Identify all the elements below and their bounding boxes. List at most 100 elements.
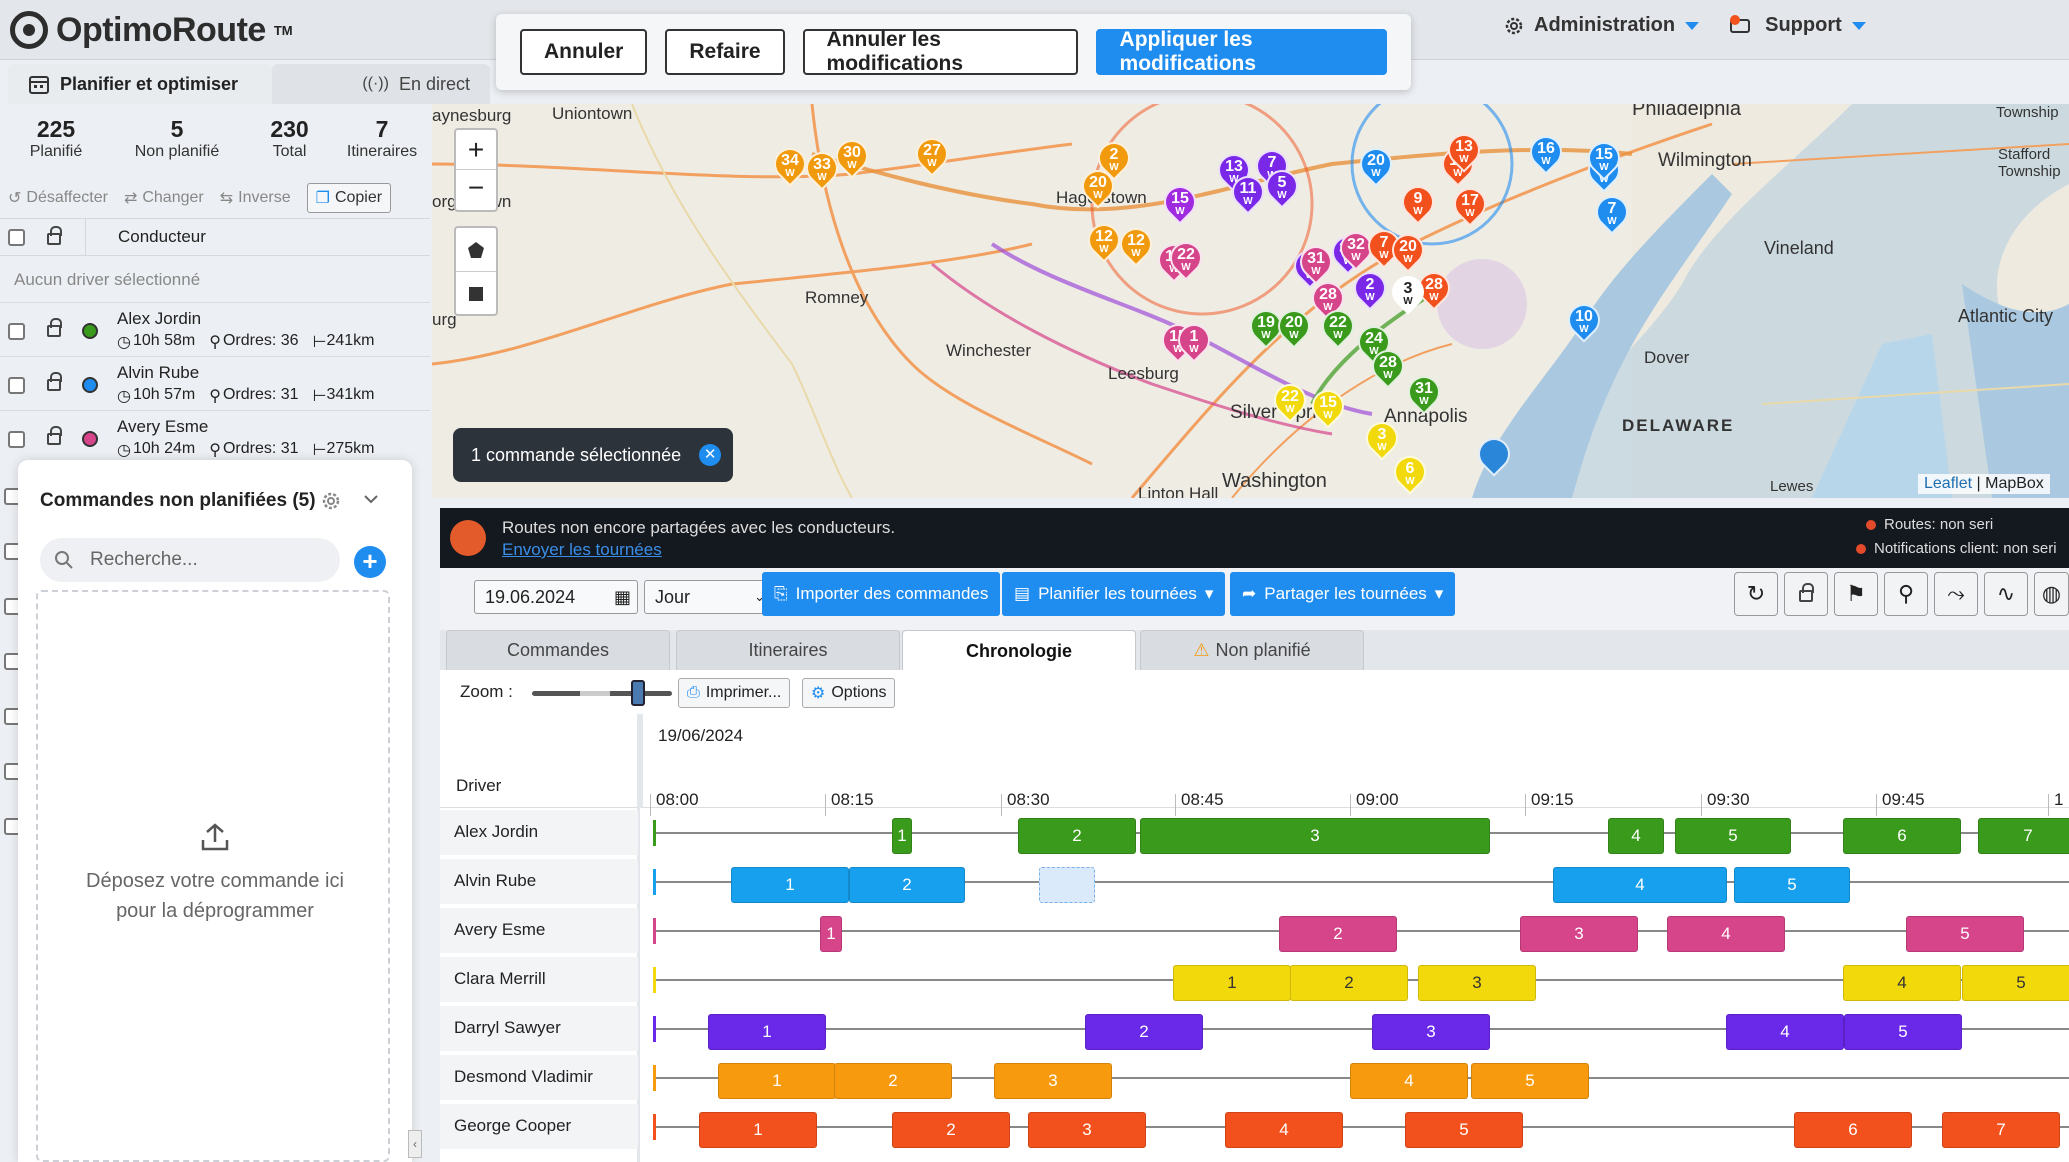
order-block[interactable]: 3 bbox=[994, 1063, 1112, 1099]
map-pin[interactable]: 28 W bbox=[1305, 275, 1351, 324]
zoom-out-button[interactable]: − bbox=[467, 172, 485, 203]
order-block[interactable]: 5 bbox=[1962, 965, 2069, 1001]
map-pin[interactable]: 22 W bbox=[1315, 303, 1361, 352]
driver-checkbox[interactable] bbox=[8, 431, 25, 448]
order-block[interactable]: 3 bbox=[1418, 965, 1536, 1001]
zoom-slider-handle[interactable] bbox=[631, 680, 645, 706]
selected-location-pin[interactable] bbox=[1471, 431, 1517, 480]
share-routes-button[interactable]: ➦ Partager les tournées ▾ bbox=[1230, 572, 1456, 616]
change-button[interactable]: ⇄ Changer bbox=[124, 188, 204, 208]
driver-row[interactable]: Alex Jordin ◷ 10h 58m ⚲ Ordres: 36 ⊢ 241km bbox=[0, 302, 430, 356]
order-block[interactable]: 5 bbox=[1906, 916, 2024, 952]
order-block[interactable]: 5 bbox=[1471, 1063, 1589, 1099]
tab-unplanned[interactable]: ⚠ Non planifié bbox=[1140, 630, 1364, 670]
cancel-changes-button[interactable]: Annuler les modifications bbox=[802, 28, 1078, 75]
order-block[interactable]: 1 bbox=[892, 818, 912, 854]
driver-checkbox[interactable] bbox=[8, 377, 25, 394]
order-block[interactable]: 1 bbox=[731, 867, 849, 903]
order-block[interactable]: 1 bbox=[820, 916, 842, 952]
search-input[interactable]: Recherche... bbox=[40, 538, 340, 582]
order-block[interactable]: 6 bbox=[1794, 1112, 1912, 1148]
map-pin[interactable]: 27 W bbox=[909, 131, 955, 180]
path-button[interactable]: ∿ bbox=[1984, 572, 2028, 616]
route-button[interactable]: ⤳ bbox=[1934, 572, 1978, 616]
import-orders-button[interactable]: ⎘ Importer des commandes bbox=[762, 572, 1001, 616]
location-button[interactable]: ⚲ bbox=[1884, 572, 1928, 616]
tab-live[interactable]: ((·)) En direct bbox=[272, 64, 490, 104]
options-button[interactable]: ⚙ Options bbox=[802, 678, 896, 708]
order-block[interactable]: 2 bbox=[1018, 818, 1136, 854]
tab-timeline[interactable]: Chronologie bbox=[902, 630, 1136, 672]
mapbox-link[interactable]: MapBox bbox=[1985, 475, 2044, 492]
order-block[interactable]: 5 bbox=[1675, 818, 1791, 854]
order-block[interactable]: 4 bbox=[1225, 1112, 1343, 1148]
map-pin[interactable]: 30 W bbox=[829, 133, 875, 182]
administration-menu[interactable]: Administration bbox=[1504, 14, 1700, 37]
map-pin[interactable]: 32 W bbox=[1333, 225, 1379, 274]
order-block[interactable]: 4 bbox=[1667, 916, 1785, 952]
order-block[interactable]: 3 bbox=[1520, 916, 1638, 952]
order-block[interactable]: 2 bbox=[1085, 1014, 1203, 1050]
order-block[interactable]: 4 bbox=[1726, 1014, 1844, 1050]
order-block[interactable]: 1 bbox=[1173, 965, 1291, 1001]
send-routes-link[interactable]: Envoyer les tournées bbox=[502, 540, 662, 559]
copy-button[interactable]: ❐ Copier bbox=[306, 183, 392, 213]
globe-button[interactable]: ◍ bbox=[2034, 572, 2069, 616]
order-block[interactable]: 2 bbox=[1290, 965, 1408, 1001]
leaflet-link[interactable]: Leaflet bbox=[1924, 475, 1973, 492]
refresh-button[interactable]: ↻ bbox=[1734, 572, 1778, 616]
map-pin[interactable]: 28 W bbox=[1411, 265, 1457, 314]
tab-routes[interactable]: Itineraires bbox=[676, 630, 900, 670]
map-pin[interactable]: 24 W bbox=[1351, 319, 1397, 368]
driver-row[interactable]: Avery Esme ◷ 10h 24m ⚲ Ordres: 31 ⊢ 275km bbox=[0, 410, 430, 464]
order-block[interactable]: 2 bbox=[849, 867, 965, 903]
map-pin[interactable]: 20 W bbox=[1385, 227, 1431, 276]
driver-checkbox[interactable] bbox=[8, 323, 25, 340]
support-menu[interactable]: Support bbox=[1729, 14, 1866, 37]
map-pin[interactable]: 20 W bbox=[1271, 303, 1317, 352]
date-picker[interactable]: 19.06.2024 ▦ bbox=[474, 580, 638, 614]
lock-icon[interactable] bbox=[47, 372, 62, 391]
order-block[interactable]: 2 bbox=[892, 1112, 1010, 1148]
select-all-checkbox[interactable] bbox=[8, 228, 25, 246]
map-pin[interactable]: 22 W bbox=[1267, 377, 1313, 426]
lock-icon[interactable] bbox=[47, 426, 62, 445]
apply-changes-button[interactable]: Appliquer les modifications bbox=[1095, 28, 1387, 75]
tab-orders[interactable]: Commandes bbox=[446, 630, 670, 670]
period-select[interactable]: Jour ⌄ bbox=[644, 580, 772, 614]
lock-icon[interactable] bbox=[47, 318, 62, 337]
order-block[interactable]: 4 bbox=[1608, 818, 1664, 854]
map-pin[interactable]: 13 W bbox=[1211, 147, 1257, 196]
map-pin[interactable]: 28 W bbox=[1365, 343, 1411, 392]
order-block[interactable]: 5 bbox=[1734, 867, 1850, 903]
map-pin[interactable]: 20 W bbox=[1075, 163, 1121, 212]
reverse-button[interactable]: ⇆ Inverse bbox=[220, 188, 291, 208]
order-block[interactable]: 4 bbox=[1553, 867, 1727, 903]
map-pin[interactable]: 22 W bbox=[1163, 235, 1209, 284]
map-pin[interactable]: 19 W bbox=[1243, 303, 1289, 352]
order-block[interactable]: 2 bbox=[1279, 916, 1397, 952]
zoom-in-button[interactable]: + bbox=[456, 130, 496, 170]
undo-button[interactable]: Annuler bbox=[520, 29, 648, 75]
map-pin[interactable]: 31 W bbox=[1293, 239, 1339, 288]
order-block[interactable]: 2 bbox=[834, 1063, 952, 1099]
polygon-tool[interactable] bbox=[456, 228, 496, 272]
lock-icon[interactable] bbox=[47, 226, 62, 245]
chevron-down-icon[interactable] bbox=[363, 494, 379, 506]
order-block[interactable]: 3 bbox=[1028, 1112, 1146, 1148]
order-block[interactable]: 1 bbox=[708, 1014, 826, 1050]
